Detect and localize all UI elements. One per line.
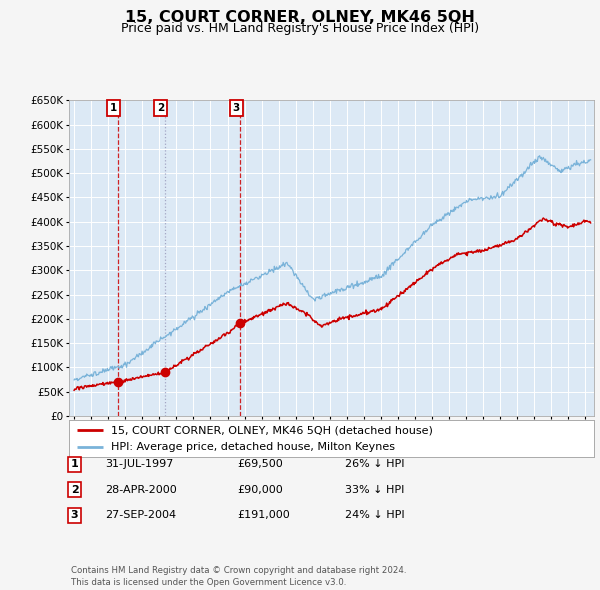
Text: £69,500: £69,500 [237,460,283,469]
Text: HPI: Average price, detached house, Milton Keynes: HPI: Average price, detached house, Milt… [111,442,395,452]
Text: £90,000: £90,000 [237,485,283,494]
Text: 1: 1 [71,460,79,469]
Text: 3: 3 [232,103,239,113]
Text: 15, COURT CORNER, OLNEY, MK46 5QH: 15, COURT CORNER, OLNEY, MK46 5QH [125,10,475,25]
Text: 1: 1 [110,103,118,113]
Text: 27-SEP-2004: 27-SEP-2004 [105,510,176,520]
Text: 24% ↓ HPI: 24% ↓ HPI [345,510,404,520]
Text: 2: 2 [157,103,164,113]
Text: 33% ↓ HPI: 33% ↓ HPI [345,485,404,494]
Text: Contains HM Land Registry data © Crown copyright and database right 2024.
This d: Contains HM Land Registry data © Crown c… [71,566,406,587]
Text: 26% ↓ HPI: 26% ↓ HPI [345,460,404,469]
Text: 28-APR-2000: 28-APR-2000 [105,485,177,494]
Text: £191,000: £191,000 [237,510,290,520]
Text: 3: 3 [71,510,79,520]
Text: Price paid vs. HM Land Registry's House Price Index (HPI): Price paid vs. HM Land Registry's House … [121,22,479,35]
Text: 2: 2 [71,485,79,494]
Text: 15, COURT CORNER, OLNEY, MK46 5QH (detached house): 15, COURT CORNER, OLNEY, MK46 5QH (detac… [111,425,433,435]
Text: 31-JUL-1997: 31-JUL-1997 [105,460,173,469]
